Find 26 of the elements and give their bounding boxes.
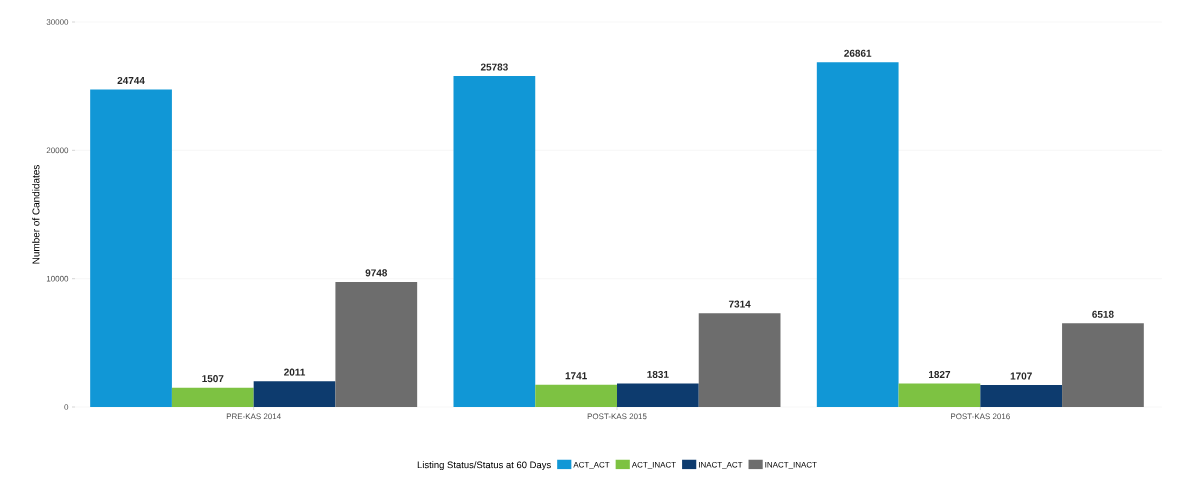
bar xyxy=(453,76,536,407)
bar xyxy=(335,281,418,407)
legend-title: Listing Status/Status at 60 Days xyxy=(417,461,551,471)
data-label: 1707 xyxy=(1010,372,1032,380)
data-label: 24744 xyxy=(117,76,145,84)
data-label: 1831 xyxy=(647,370,669,378)
data-label: 25783 xyxy=(480,63,508,71)
bar xyxy=(980,385,1063,407)
data-label: 1741 xyxy=(565,372,587,380)
bar xyxy=(1062,323,1144,407)
data-label: 1507 xyxy=(202,375,224,383)
data-label: 1827 xyxy=(928,370,951,379)
bar xyxy=(816,62,899,407)
bar xyxy=(698,313,781,407)
bar xyxy=(171,387,254,407)
data-label: 26861 xyxy=(844,49,872,57)
bar xyxy=(90,89,172,407)
data-label: 6518 xyxy=(1092,310,1114,318)
y-axis-title: Number of Candidates xyxy=(32,165,40,264)
data-label: 9748 xyxy=(365,269,388,277)
bar xyxy=(535,384,617,407)
data-label: 2011 xyxy=(284,368,306,376)
bar xyxy=(616,383,699,407)
bar xyxy=(898,383,981,407)
data-label: 7314 xyxy=(728,300,751,308)
bar xyxy=(253,381,336,407)
